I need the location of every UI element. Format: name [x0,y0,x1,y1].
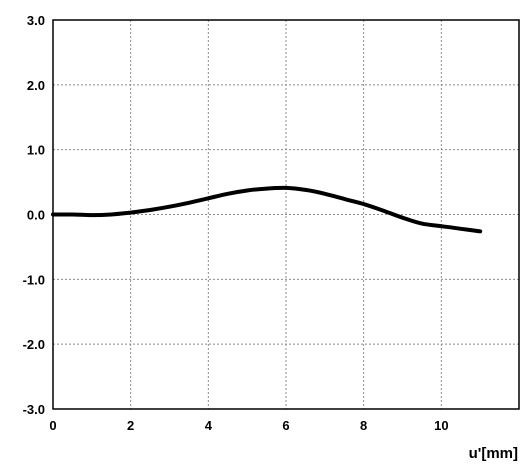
x-axis-label: u'[mm] [469,445,518,462]
y-tick-label: 2.0 [27,78,45,93]
x-tick-label: 0 [49,418,56,433]
x-tick-label: 2 [127,418,134,433]
x-axis-ticks: 0 2 4 6 8 10 [49,418,448,433]
y-tick-label: -1.0 [23,272,45,287]
x-tick-label: 4 [205,418,213,433]
y-tick-label: -3.0 [23,402,45,417]
y-tick-label: 1.0 [27,143,45,158]
y-axis-ticks: 3.0 2.0 1.0 0.0 -1.0 -2.0 -3.0 [23,13,45,417]
data-series-line [51,185,483,234]
y-tick-label: 0.0 [27,208,45,223]
y-tick-label: -2.0 [23,337,45,352]
x-tick-label: 6 [282,418,289,433]
x-tick-label: 10 [434,418,448,433]
y-tick-label: 3.0 [27,13,45,28]
x-tick-label: 8 [360,418,367,433]
